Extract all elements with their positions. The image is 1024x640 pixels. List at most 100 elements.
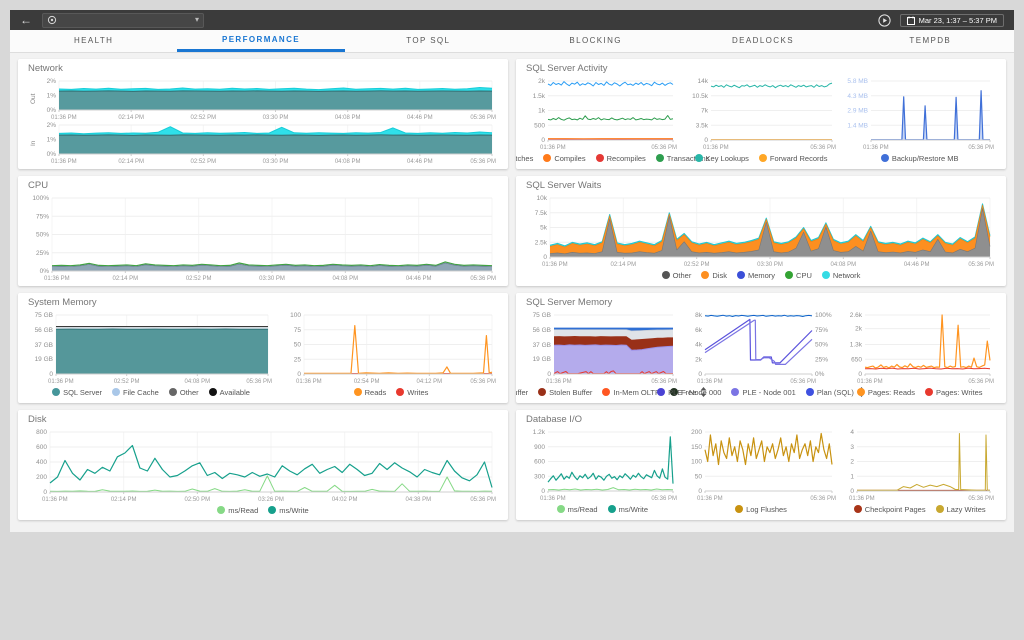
legend-item[interactable]: ms/Write: [268, 505, 309, 515]
chart-canvas: 0% 1% 2% 01:36 PM 02:14 PM 02:52 PM 03:30 PM 04…: [47, 122, 496, 165]
svg-text:1k: 1k: [538, 108, 546, 115]
disk-latency-chart: 0 200 400 600 800 01:36 PM 02:14 PM 02:50 PM 03:…: [28, 428, 498, 503]
panel-sql-server-activity: SQL Server Activity 0 500 1k 1.5k 2k 01:36 PM…: [516, 59, 1006, 169]
svg-text:01:36 PM: 01:36 PM: [542, 262, 568, 268]
play-button[interactable]: [878, 13, 891, 27]
svg-text:2k: 2k: [538, 78, 546, 85]
legend-item[interactable]: ms/Read: [556, 504, 598, 514]
legend-item[interactable]: Free: [669, 387, 696, 397]
svg-text:75: 75: [294, 327, 302, 334]
svg-text:02:52 PM: 02:52 PM: [190, 159, 216, 165]
legend-item[interactable]: SQL Server: [52, 387, 102, 397]
svg-text:25%: 25%: [36, 250, 49, 257]
tab-tempdb[interactable]: TEMPDB: [909, 36, 952, 45]
legend-item[interactable]: Forward Records: [758, 153, 827, 163]
svg-text:7.5k: 7.5k: [535, 210, 548, 217]
legend-item[interactable]: Buffer: [516, 388, 528, 397]
legend: Reads Writes: [284, 385, 498, 399]
legend-item[interactable]: PLE - Node 001: [731, 387, 796, 397]
chart-canvas: 0 19 GB 37 GB 56 GB 75 GB 01:36 PM 05:36 PM: [533, 312, 677, 385]
svg-text:8k: 8k: [695, 312, 703, 319]
svg-text:200: 200: [36, 474, 47, 481]
legend: Pages: Reads Pages: Writes: [843, 385, 996, 399]
legend-item[interactable]: PLE - Node 000: [657, 387, 721, 397]
chart-canvas: 0 50 100 150 200 01:36 PM 05:36 PM: [691, 429, 836, 502]
svg-text:0: 0: [859, 371, 863, 378]
tab-health[interactable]: HEALTH: [73, 36, 114, 45]
legend-item[interactable]: ms/Write: [607, 504, 648, 514]
legend-item[interactable]: Reads: [353, 387, 386, 397]
back-button[interactable]: ←: [20, 13, 32, 27]
network-in-chart: 0% 1% 2% 01:36 PM 02:14 PM 02:52 PM 03:30 PM 04…: [39, 121, 498, 165]
legend-item[interactable]: Backup/Restore MB: [880, 153, 959, 163]
svg-text:0: 0: [43, 489, 47, 496]
tab-blocking[interactable]: BLOCKING: [569, 36, 622, 45]
legend-item[interactable]: Other: [661, 270, 691, 280]
svg-text:0: 0: [541, 137, 545, 144]
svg-text:25: 25: [294, 356, 302, 363]
svg-text:0: 0: [698, 371, 702, 378]
legend-item[interactable]: Plan (SQL): [805, 387, 854, 397]
legend-item[interactable]: Memory: [736, 270, 775, 280]
svg-text:05:36 PM: 05:36 PM: [969, 496, 995, 502]
legend-item[interactable]: Transactions: [655, 153, 709, 163]
panel-network: Network Out 0% 1% 2% 01:36 PM 02:14 PM 02:52 …: [18, 59, 508, 169]
legend-item[interactable]: Writes: [396, 387, 428, 397]
svg-text:0: 0: [547, 371, 551, 378]
legend-item[interactable]: Log Flushes: [735, 504, 787, 514]
svg-text:02:52 PM: 02:52 PM: [114, 379, 140, 385]
legend-item[interactable]: Lazy Writes: [935, 504, 986, 514]
svg-text:02:52 PM: 02:52 PM: [186, 276, 212, 282]
legend-item[interactable]: Pages: Writes: [924, 387, 983, 397]
date-range-picker[interactable]: Mar 23, 1:37 – 5:37 PM: [899, 13, 1004, 27]
svg-text:50%: 50%: [36, 232, 49, 239]
svg-text:05:36 PM: 05:36 PM: [651, 496, 677, 502]
legend-item[interactable]: Disk: [701, 270, 727, 280]
target-selector-dropdown[interactable]: ▾: [42, 12, 204, 28]
svg-text:6k: 6k: [695, 327, 703, 334]
panel-title: Disk: [28, 414, 47, 425]
tab-top-sql[interactable]: TOP SQL: [406, 36, 451, 45]
svg-text:01:36 PM: 01:36 PM: [697, 379, 723, 385]
svg-text:03:26 PM: 03:26 PM: [258, 497, 284, 503]
legend-item[interactable]: Stolen Buffer: [538, 387, 592, 397]
svg-text:04:08 PM: 04:08 PM: [184, 379, 210, 385]
chart-canvas: 0 25 50 75 100 01:36 PM 02:54 PM 04:12 PM 05:36 …: [290, 312, 496, 385]
svg-text:2k: 2k: [695, 356, 703, 363]
dashboard-content: Network Out 0% 1% 2% 01:36 PM 02:14 PM 02:52 …: [10, 53, 1014, 532]
panel-cpu: CPU 0% 25% 50% 75% 100% 01:36 PM 02:14 PM 02:52…: [18, 176, 508, 286]
tab-performance[interactable]: PERFORMANCE: [177, 30, 345, 52]
legend-item[interactable]: File Cache: [112, 387, 159, 397]
svg-text:04:46 PM: 04:46 PM: [904, 262, 930, 268]
legend-item[interactable]: Available: [208, 387, 250, 397]
svg-text:0: 0: [297, 371, 301, 378]
svg-text:37 GB: 37 GB: [533, 342, 551, 349]
svg-text:150: 150: [691, 444, 702, 451]
panel-title: Network: [28, 63, 63, 74]
legend-item[interactable]: In-Mem OLTP: [602, 387, 660, 397]
svg-text:04:08 PM: 04:08 PM: [335, 115, 361, 121]
svg-text:800: 800: [36, 429, 47, 436]
legend: Backup/Restore MB: [843, 151, 996, 165]
svg-text:0%: 0%: [47, 107, 57, 114]
svg-text:01:36 PM: 01:36 PM: [857, 379, 883, 385]
legend-scroll-control[interactable]: [700, 387, 707, 397]
legend-item[interactable]: CPU: [785, 270, 812, 280]
svg-text:01:36 PM: 01:36 PM: [849, 496, 875, 502]
legend-item[interactable]: Compiles: [543, 153, 586, 163]
legend-item[interactable]: Key Lookups: [694, 153, 749, 163]
svg-text:05:36 PM: 05:36 PM: [470, 115, 496, 121]
legend-item[interactable]: ms/Read: [217, 505, 258, 515]
legend-item[interactable]: Other: [168, 387, 199, 397]
legend-item[interactable]: Batches: [516, 154, 533, 163]
legend-item[interactable]: Network: [821, 270, 860, 280]
panel-disk: Disk 0 200 400 600 800 01:36 PM 02:14 PM 02:50 …: [18, 410, 508, 520]
svg-text:04:08 PM: 04:08 PM: [332, 276, 358, 282]
svg-text:04:46 PM: 04:46 PM: [407, 159, 433, 165]
legend-item[interactable]: Checkpoint Pages: [853, 504, 926, 514]
waits-chart: 0 2.5k 5k 7.5k 10k 01:36 PM 02:14 PM 02:52 PM 03…: [526, 194, 996, 268]
legend-item[interactable]: Recompiles: [595, 153, 646, 163]
svg-text:1%: 1%: [47, 93, 57, 100]
legend-item[interactable]: Pages: Reads: [856, 387, 915, 397]
tab-deadlocks[interactable]: DEADLOCKS: [732, 36, 794, 45]
